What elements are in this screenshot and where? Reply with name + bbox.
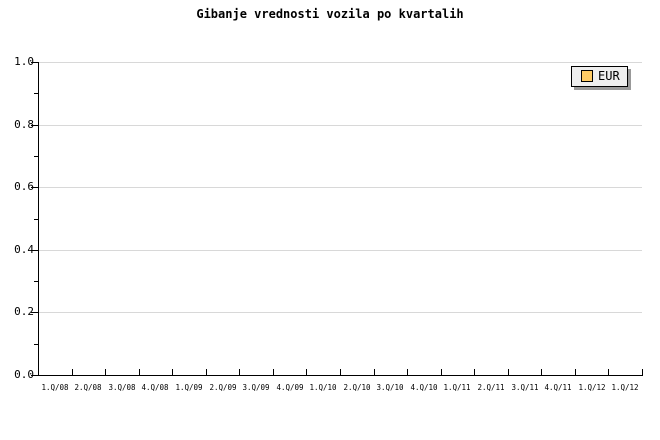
x-tick-label: 2.Q/11 <box>477 383 505 392</box>
x-tick <box>608 369 609 375</box>
x-tick <box>642 369 643 375</box>
x-tick-label: 2.Q/09 <box>209 383 237 392</box>
x-tick <box>340 369 341 375</box>
y-tick-major <box>31 375 38 376</box>
y-tick-major <box>31 187 38 188</box>
x-tick <box>105 369 106 375</box>
y-tick-minor <box>34 281 38 282</box>
x-tick <box>139 369 140 375</box>
y-tick-label: 0.4 <box>14 243 34 256</box>
x-tick-label: 2.Q/08 <box>74 383 102 392</box>
x-tick <box>72 369 73 375</box>
x-tick-label: 2.Q/10 <box>343 383 371 392</box>
x-tick <box>575 369 576 375</box>
x-tick <box>541 369 542 375</box>
x-tick-label: 3.Q/09 <box>242 383 270 392</box>
x-tick <box>407 369 408 375</box>
x-tick-label: 1.Q/12 <box>578 383 606 392</box>
y-grid-line <box>39 187 642 188</box>
x-tick-label: 1.Q/09 <box>175 383 203 392</box>
x-tick-label: 4.Q/10 <box>410 383 438 392</box>
x-tick <box>306 369 307 375</box>
legend-swatch-eur <box>581 70 593 82</box>
x-tick <box>441 369 442 375</box>
y-grid-line <box>39 62 642 63</box>
chart-title: Gibanje vrednosti vozila po kvartalih <box>196 7 464 21</box>
y-tick-major <box>31 125 38 126</box>
x-tick <box>374 369 375 375</box>
x-tick-label: 1.Q/08 <box>41 383 69 392</box>
x-tick-label: 1.Q/10 <box>309 383 337 392</box>
x-tick-label: 1.Q/11 <box>443 383 471 392</box>
legend-label: EUR <box>598 69 620 83</box>
x-tick <box>508 369 509 375</box>
y-tick-major <box>31 312 38 313</box>
x-tick <box>206 369 207 375</box>
y-tick-label: 0.2 <box>14 305 34 318</box>
x-tick-label: 3.Q/10 <box>376 383 404 392</box>
y-grid-line <box>39 125 642 126</box>
x-tick-label: 4.Q/09 <box>276 383 304 392</box>
y-tick-label: 0.8 <box>14 118 34 131</box>
x-tick <box>474 369 475 375</box>
x-tick-label: 1.Q/12 <box>611 383 639 392</box>
y-tick-minor <box>34 219 38 220</box>
x-tick <box>239 369 240 375</box>
y-axis-line <box>38 62 39 376</box>
y-tick-minor <box>34 344 38 345</box>
x-tick-label: 4.Q/08 <box>141 383 169 392</box>
y-grid-line <box>39 250 642 251</box>
y-tick-label: 0.6 <box>14 180 34 193</box>
x-axis-line <box>38 375 643 376</box>
x-tick <box>172 369 173 375</box>
y-tick-label: 1.0 <box>14 55 34 68</box>
legend-box: EUR <box>571 66 628 87</box>
x-tick-label: 4.Q/11 <box>544 383 572 392</box>
y-tick-minor <box>34 156 38 157</box>
y-tick-label: 0.0 <box>14 368 34 381</box>
x-tick-label: 3.Q/08 <box>108 383 136 392</box>
y-tick-major <box>31 250 38 251</box>
x-tick <box>273 369 274 375</box>
y-tick-major <box>31 62 38 63</box>
x-tick-label: 3.Q/11 <box>511 383 539 392</box>
y-grid-line <box>39 312 642 313</box>
y-tick-minor <box>34 93 38 94</box>
